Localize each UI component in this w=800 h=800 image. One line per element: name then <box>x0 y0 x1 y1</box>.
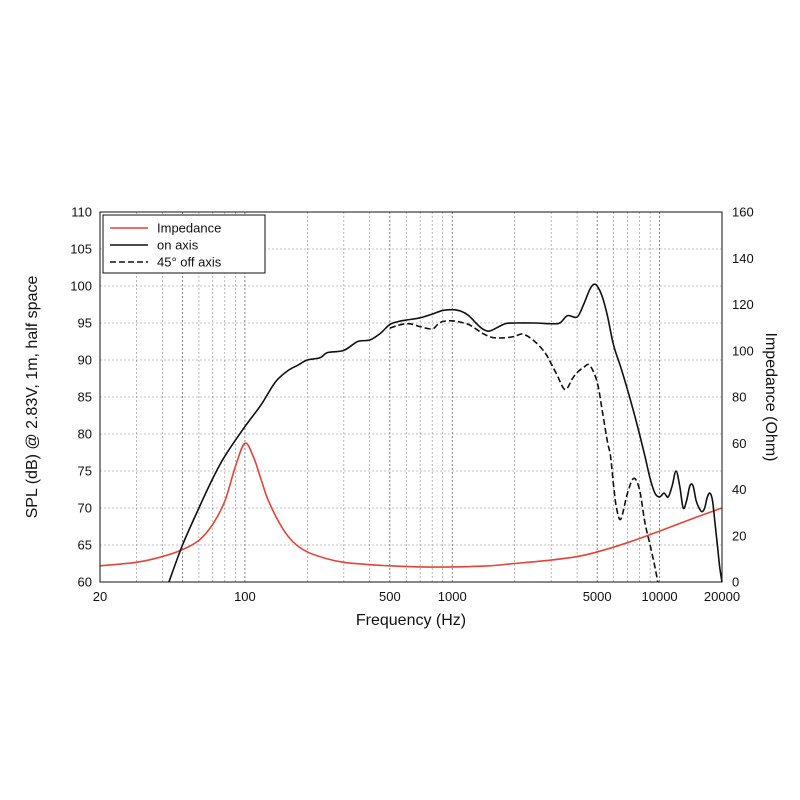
y2-tick-label: 140 <box>732 251 754 266</box>
y2-tick-label: 0 <box>732 575 739 590</box>
y-tick-label: 105 <box>70 242 92 257</box>
y-tick-label: 100 <box>70 279 92 294</box>
x-tick-label: 5000 <box>583 589 612 604</box>
y2-tick-label: 100 <box>732 343 754 358</box>
curves <box>99 283 723 583</box>
y2-tick-label: 120 <box>732 297 754 312</box>
y-tick-label: 110 <box>71 205 92 220</box>
x-tick-label: 20 <box>93 589 107 604</box>
y2-tick-label: 80 <box>732 390 746 405</box>
x-tick-label: 100 <box>234 589 256 604</box>
y-tick-label: 95 <box>78 316 92 331</box>
plot-frame <box>99 211 723 583</box>
y-tick-label: 75 <box>78 464 92 479</box>
legend-label-on-axis: on axis <box>157 238 199 253</box>
legend-label-off-axis: 45° off axis <box>157 255 222 270</box>
series-off-axis <box>389 319 659 583</box>
y-tick-label: 90 <box>78 353 92 368</box>
y-tick-label: 80 <box>78 427 92 442</box>
legend-label-impedance: Impedance <box>157 221 221 236</box>
x-tick-label: 500 <box>379 589 401 604</box>
y2-tick-label: 60 <box>732 436 746 451</box>
y-tick-label: 65 <box>78 538 92 553</box>
y2-axis-title: Impedance (Ohm) <box>762 333 779 462</box>
x-axis-title: Frequency (Hz) <box>356 612 466 629</box>
y-axis-title: SPL (dB) @ 2.83V, 1m, half space <box>24 276 41 519</box>
y2-tick-label: 160 <box>732 205 754 220</box>
series-on-axis <box>168 283 723 583</box>
x-tick-label: 20000 <box>704 589 740 604</box>
tick-labels: 20 100 500 1000 5000 10000 2000060657075808590… <box>70 205 753 605</box>
series-impedance <box>99 442 723 568</box>
y-tick-label: 70 <box>78 501 92 516</box>
x-tick-label: 10000 <box>642 589 678 604</box>
y2-tick-label: 20 <box>732 528 746 543</box>
y2-tick-label: 40 <box>732 482 746 497</box>
legend: Impedance on axis 45° off axis <box>102 214 266 274</box>
x-tick-label: 1000 <box>438 589 467 604</box>
y-tick-label: 85 <box>78 390 92 405</box>
legend-box <box>102 214 266 274</box>
grid <box>100 212 722 582</box>
y-tick-label: 60 <box>78 575 92 590</box>
